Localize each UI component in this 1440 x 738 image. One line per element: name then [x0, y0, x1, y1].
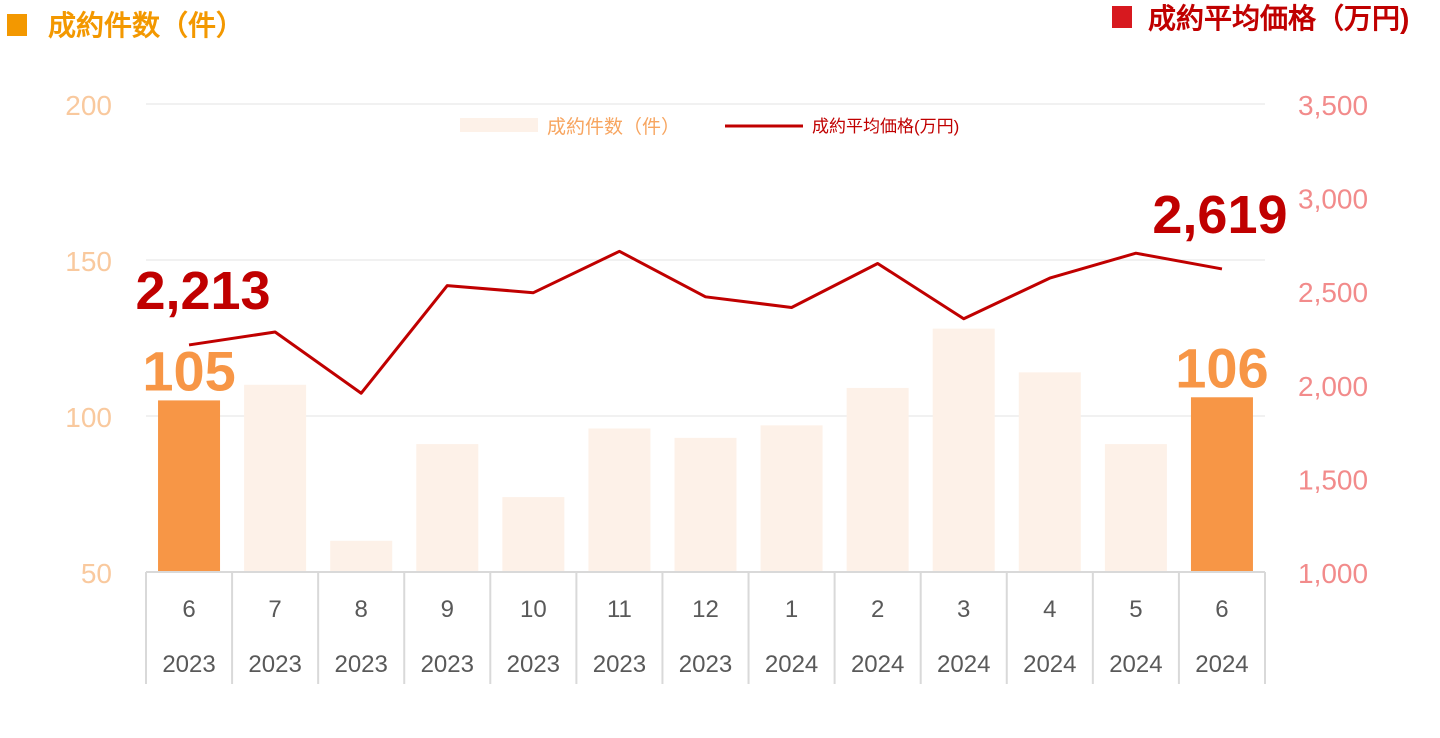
- month-label: 7: [268, 596, 281, 623]
- year-label: 2024: [1195, 651, 1248, 678]
- year-label: 2024: [937, 651, 990, 678]
- month-label: 6: [1215, 596, 1228, 623]
- bar-data-label: 106: [1175, 336, 1268, 399]
- left-axis-title: 成約件数（件）: [48, 9, 244, 41]
- right-tick-label: 1,000: [1298, 558, 1368, 589]
- left-axis: 50 100 150 200: [65, 90, 112, 589]
- month-label: 6: [182, 596, 195, 623]
- year-label: 2024: [1023, 651, 1076, 678]
- bar-6: [674, 437, 737, 572]
- legend-bar-label: 成約件数（件）: [547, 116, 680, 138]
- bar-4: [502, 497, 565, 572]
- month-label: 2: [871, 596, 884, 623]
- right-axis-title: 成約平均価格（万円): [1148, 2, 1409, 34]
- month-label: 4: [1043, 596, 1056, 623]
- bar-11: [1104, 444, 1167, 572]
- line-data-label: 2,213: [135, 261, 270, 321]
- month-label: 11: [607, 596, 632, 623]
- year-label: 2024: [765, 651, 818, 678]
- gridlines: [146, 103, 1265, 417]
- bar-10: [1018, 372, 1081, 572]
- right-tick-label: 1,500: [1298, 464, 1368, 495]
- year-label: 2024: [1109, 651, 1162, 678]
- price-line: [188, 249, 1223, 395]
- bar-12: [1190, 397, 1253, 572]
- bar-8: [846, 387, 909, 572]
- legend-line-label: 成約平均価格(万円): [812, 117, 959, 136]
- month-label: 10: [520, 596, 547, 623]
- year-label: 2023: [421, 651, 474, 678]
- year-label: 2024: [851, 651, 904, 678]
- year-label: 2023: [679, 651, 732, 678]
- right-title-marker: [1112, 6, 1132, 28]
- bar-data-label: 105: [142, 339, 235, 402]
- legend-bar-swatch: [460, 118, 538, 132]
- bar-7: [760, 425, 823, 572]
- year-label: 2023: [334, 651, 387, 678]
- year-label: 2023: [593, 651, 646, 678]
- left-tick-label: 50: [81, 558, 112, 589]
- bar-0: [158, 400, 221, 572]
- bar-2: [330, 540, 393, 572]
- month-label: 12: [692, 596, 719, 623]
- month-label: 1: [785, 596, 798, 623]
- data-labels: 105 106 2,213 2,619: [135, 185, 1287, 402]
- month-label: 3: [957, 596, 970, 623]
- right-axis: 1,000 1,500 2,000 2,500 3,000 3,500: [1298, 90, 1368, 589]
- left-title-marker: [7, 14, 27, 36]
- bar-3: [416, 444, 479, 572]
- month-label: 8: [355, 596, 368, 623]
- year-label: 2023: [507, 651, 560, 678]
- right-tick-label: 2,000: [1298, 371, 1368, 402]
- bar-5: [588, 428, 651, 572]
- bar-1: [244, 384, 307, 572]
- left-tick-label: 200: [65, 90, 112, 121]
- month-label: 9: [441, 596, 454, 623]
- year-label: 2023: [162, 651, 215, 678]
- month-label: 5: [1129, 596, 1142, 623]
- line-data-label: 2,619: [1152, 185, 1287, 245]
- right-tick-label: 3,500: [1298, 90, 1368, 121]
- right-tick-label: 2,500: [1298, 277, 1368, 308]
- right-tick-label: 3,000: [1298, 184, 1368, 215]
- left-tick-label: 100: [65, 402, 112, 433]
- left-tick-label: 150: [65, 246, 112, 277]
- bar-9: [932, 328, 995, 572]
- bar-series: [158, 328, 1253, 572]
- line-series: [188, 249, 1223, 395]
- category-axis: 6202372023820239202310202311202312202312…: [145, 571, 1266, 684]
- year-label: 2023: [248, 651, 301, 678]
